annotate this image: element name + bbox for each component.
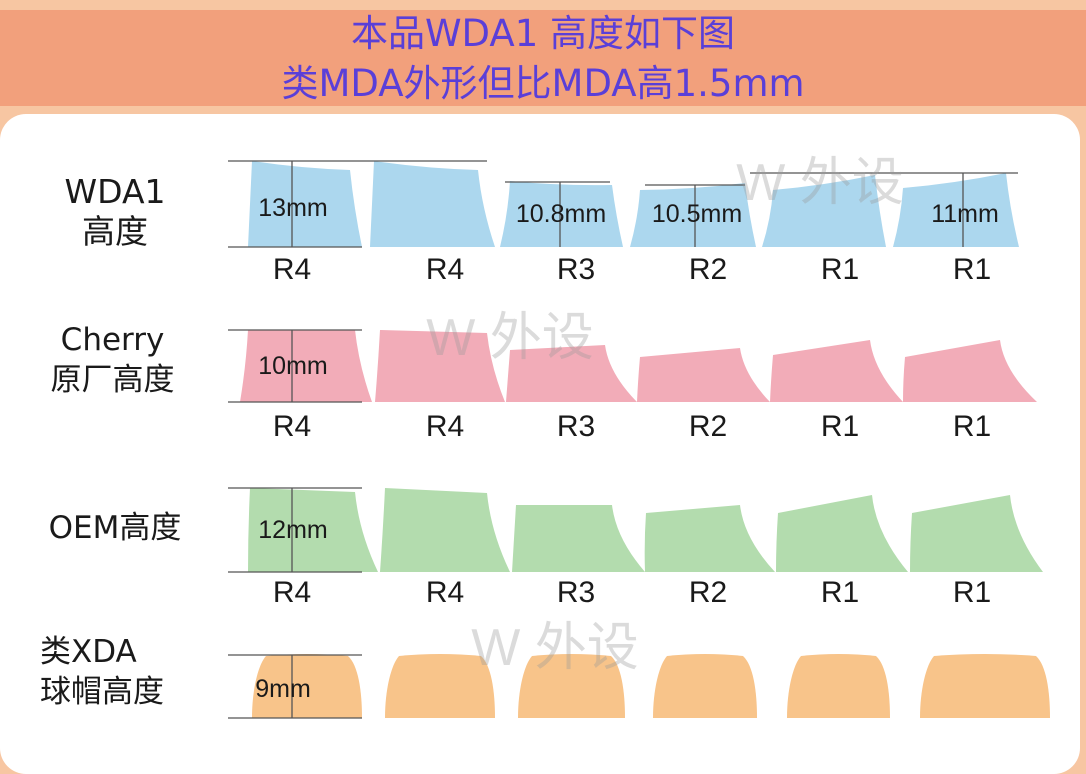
keycap [380, 488, 510, 572]
header-band [0, 10, 1086, 106]
measure-label: 12mm [258, 516, 327, 544]
row-label-line: 类XDA [40, 634, 137, 670]
keycap [375, 330, 505, 402]
row-label-line: 高度 [82, 212, 148, 251]
row-label-oem: OEM高度 [30, 508, 200, 548]
measure-label: 10mm [258, 352, 327, 380]
header-title-line2: 类MDA外形但比MDA高1.5mm [281, 62, 805, 105]
measure-label: 10.5mm [652, 200, 742, 228]
keycap [370, 161, 495, 247]
keycap [512, 505, 645, 572]
row-position-label: R4 [273, 576, 311, 609]
keycap-diagram: R4 R4 R3 R2 R1 R1 R4 R4 R3 R2 R1 R1 R4 R4 R3 R2 R1 R1 13mm… [228, 154, 1050, 719]
measure-label: 10.8mm [516, 200, 606, 228]
keycap [776, 495, 908, 572]
keycap [248, 161, 362, 247]
keycap [240, 330, 372, 402]
keycap [385, 654, 495, 718]
keycap [770, 340, 903, 402]
row-position-label: R1 [821, 576, 859, 609]
row-label-xda: 类XDA 球帽高度 [40, 632, 195, 712]
keycap [252, 654, 362, 718]
measure-label: 11mm [931, 200, 999, 228]
watermark: W 外设 [471, 619, 639, 677]
keycap [500, 181, 623, 247]
row-label-wda1: WDA1 高度 [40, 172, 190, 252]
row-position-label: R1 [953, 410, 991, 443]
measure-label: 13mm [258, 194, 327, 222]
keycap [637, 348, 770, 402]
keycap [653, 654, 757, 718]
keycap [506, 345, 637, 402]
keycap [920, 654, 1050, 718]
keycap [630, 183, 756, 247]
row-position-label: R2 [689, 410, 727, 443]
measure-label: 9mm [255, 675, 311, 703]
row-label-line: Cherry [60, 322, 165, 358]
row-position-label: R4 [426, 253, 464, 286]
keycap [910, 495, 1043, 572]
watermark: W 外设 [736, 154, 904, 212]
keycap [248, 488, 378, 572]
row-position-label: R3 [557, 576, 595, 609]
row-label-line: WDA1 [64, 172, 166, 211]
keycap [518, 654, 625, 718]
row-position-label: R3 [557, 410, 595, 443]
keycap [787, 654, 890, 718]
keycap [644, 505, 775, 572]
row-position-label: R2 [689, 253, 727, 286]
watermark: W 外设 [426, 309, 594, 367]
row-position-label: R4 [273, 410, 311, 443]
row-position-label: R4 [273, 253, 311, 286]
header-title-line1: 本品WDA1 高度如下图 [350, 12, 736, 55]
row-position-label: R4 [426, 410, 464, 443]
row-position-label: R2 [689, 576, 727, 609]
row-position-label: R1 [953, 576, 991, 609]
row-position-label: R1 [821, 253, 859, 286]
row-label-line: 球帽高度 [40, 674, 164, 710]
row-label-line: OEM高度 [48, 510, 182, 546]
keycap [903, 340, 1037, 402]
keycap [762, 175, 886, 247]
row-position-label: R3 [557, 253, 595, 286]
keycap [893, 173, 1019, 247]
row-label-line: 原厂高度 [50, 362, 175, 398]
row-position-label: R1 [953, 253, 991, 286]
row-position-label: R4 [426, 576, 464, 609]
row-position-label: R1 [821, 410, 859, 443]
row-label-cherry: Cherry 原厂高度 [30, 320, 195, 400]
